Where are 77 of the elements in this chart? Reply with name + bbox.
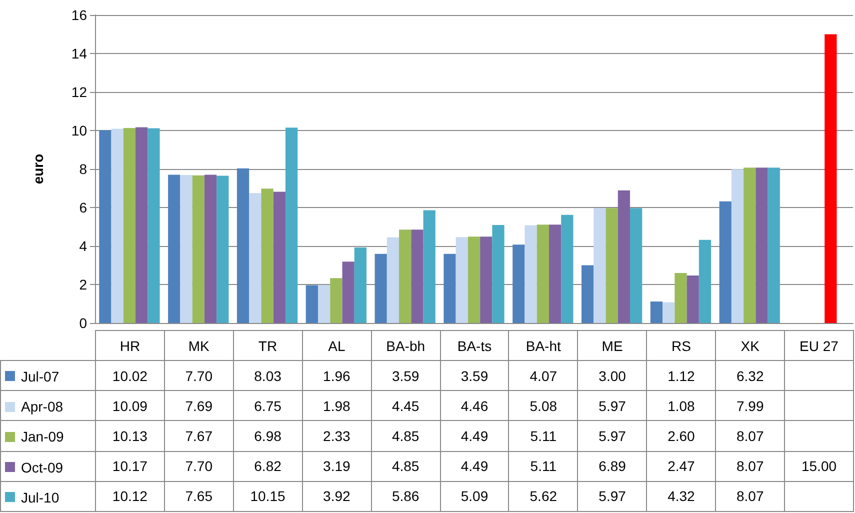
data-label: 5.86 bbox=[371, 481, 440, 512]
y-tick-label: 6 bbox=[79, 200, 88, 216]
x-tick-label: EU 27 bbox=[784, 330, 854, 361]
data-label: 5.09 bbox=[440, 481, 509, 512]
data-label: 3.92 bbox=[302, 481, 372, 512]
data-label: 10.13 bbox=[96, 420, 164, 452]
legend-label: Jul-10 bbox=[21, 489, 60, 505]
y-tick-label: 4 bbox=[79, 238, 88, 254]
legend-label: Jan-09 bbox=[21, 428, 64, 445]
data-label: 15.00 bbox=[784, 451, 854, 482]
x-tick-label: XK bbox=[716, 330, 785, 361]
data-label: 4.49 bbox=[440, 451, 509, 482]
data-label: 8.03 bbox=[233, 360, 302, 391]
data-label: 10.15 bbox=[233, 481, 302, 512]
x-tick-label: RS bbox=[646, 330, 716, 361]
data-label: 2.60 bbox=[646, 420, 716, 452]
y-tick-label: 0 bbox=[79, 315, 88, 331]
y-tick-label: 2 bbox=[79, 276, 88, 292]
data-label: 5.97 bbox=[578, 420, 647, 452]
data-label: 6.75 bbox=[233, 390, 302, 421]
data-label: 10.09 bbox=[96, 390, 164, 421]
y-tick-label: 14 bbox=[71, 46, 88, 62]
data-label: 2.47 bbox=[646, 451, 716, 482]
x-tick-label: HR bbox=[96, 330, 164, 361]
data-label: 5.08 bbox=[508, 390, 578, 421]
y-axis-title: euro bbox=[30, 154, 46, 184]
legend-label: Oct-09 bbox=[21, 458, 64, 475]
data-label: 10.12 bbox=[96, 481, 164, 512]
y-tick-label: 12 bbox=[71, 84, 88, 100]
data-label: 4.85 bbox=[371, 420, 440, 452]
data-label: 7.65 bbox=[164, 481, 234, 512]
x-tick-label: BA-ht bbox=[508, 330, 578, 361]
data-label: 7.99 bbox=[716, 390, 785, 421]
y-tick-label: 10 bbox=[71, 122, 88, 138]
data-label: 5.11 bbox=[508, 420, 578, 452]
data-label: 4.32 bbox=[646, 481, 716, 512]
data-label: 4.07 bbox=[508, 360, 578, 391]
x-tick-label: BA-bh bbox=[371, 330, 440, 361]
x-tick-label: MK bbox=[164, 330, 234, 361]
y-tick-label: 16 bbox=[71, 7, 88, 23]
data-label: 8.07 bbox=[716, 481, 785, 512]
y-tick-label: 8 bbox=[79, 161, 88, 177]
data-label: 6.98 bbox=[233, 420, 302, 452]
data-label: 4.45 bbox=[371, 390, 440, 421]
data-label: 7.70 bbox=[164, 451, 234, 482]
data-label: 5.11 bbox=[508, 451, 578, 482]
data-label: 3.59 bbox=[371, 360, 440, 391]
data-label: 7.70 bbox=[164, 360, 234, 391]
data-label: 3.00 bbox=[578, 360, 647, 391]
data-label: 4.85 bbox=[371, 451, 440, 482]
data-label: 2.33 bbox=[302, 420, 372, 452]
data-label: 3.59 bbox=[440, 360, 509, 391]
data-label: 8.07 bbox=[716, 451, 785, 482]
data-label: 1.96 bbox=[302, 360, 372, 391]
data-label: 4.49 bbox=[440, 420, 509, 452]
x-tick-label: TR bbox=[233, 330, 302, 361]
legend-label: Apr-08 bbox=[21, 398, 64, 415]
data-label: 6.89 bbox=[578, 451, 647, 482]
x-tick-label: ME bbox=[578, 330, 647, 361]
data-label: 1.08 bbox=[646, 390, 716, 421]
data-label: 1.12 bbox=[646, 360, 716, 391]
x-tick-label: BA-ts bbox=[440, 330, 509, 361]
x-tick-label: AL bbox=[302, 330, 372, 361]
data-label: 5.97 bbox=[578, 390, 647, 421]
legend-label: Jul-07 bbox=[21, 368, 60, 384]
data-label: 1.98 bbox=[302, 390, 372, 421]
data-label: 3.19 bbox=[302, 451, 372, 482]
data-label: 10.02 bbox=[96, 360, 164, 391]
data-label: 6.32 bbox=[716, 360, 785, 391]
data-label: 5.62 bbox=[508, 481, 578, 512]
data-label: 4.46 bbox=[440, 390, 509, 421]
data-label: 7.69 bbox=[164, 390, 234, 421]
data-label: 8.07 bbox=[716, 420, 785, 452]
data-label: 5.97 bbox=[578, 481, 647, 512]
data-label: 10.17 bbox=[96, 451, 164, 482]
data-label: 6.82 bbox=[233, 451, 302, 482]
data-label: 7.67 bbox=[164, 420, 234, 452]
